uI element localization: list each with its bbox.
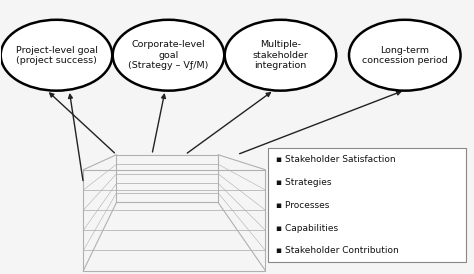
Text: ▪ Processes: ▪ Processes bbox=[276, 201, 329, 210]
Ellipse shape bbox=[225, 20, 336, 91]
Text: Corporate-level
goal
(Strategy – Vƒ/M): Corporate-level goal (Strategy – Vƒ/M) bbox=[128, 40, 209, 70]
Text: Long-term
concession period: Long-term concession period bbox=[362, 45, 447, 65]
Text: Multiple-
stakeholder
integration: Multiple- stakeholder integration bbox=[253, 40, 309, 70]
Text: ▪ Strategies: ▪ Strategies bbox=[276, 178, 332, 187]
Text: Project-level goal
(project success): Project-level goal (project success) bbox=[16, 45, 97, 65]
Text: ▪ Stakeholder Contribution: ▪ Stakeholder Contribution bbox=[276, 246, 399, 255]
Text: ▪ Capabilities: ▪ Capabilities bbox=[276, 224, 338, 233]
Ellipse shape bbox=[349, 20, 461, 91]
FancyBboxPatch shape bbox=[268, 148, 466, 262]
Ellipse shape bbox=[113, 20, 224, 91]
Ellipse shape bbox=[0, 20, 112, 91]
Text: ▪ Stakeholder Satisfaction: ▪ Stakeholder Satisfaction bbox=[276, 155, 396, 164]
